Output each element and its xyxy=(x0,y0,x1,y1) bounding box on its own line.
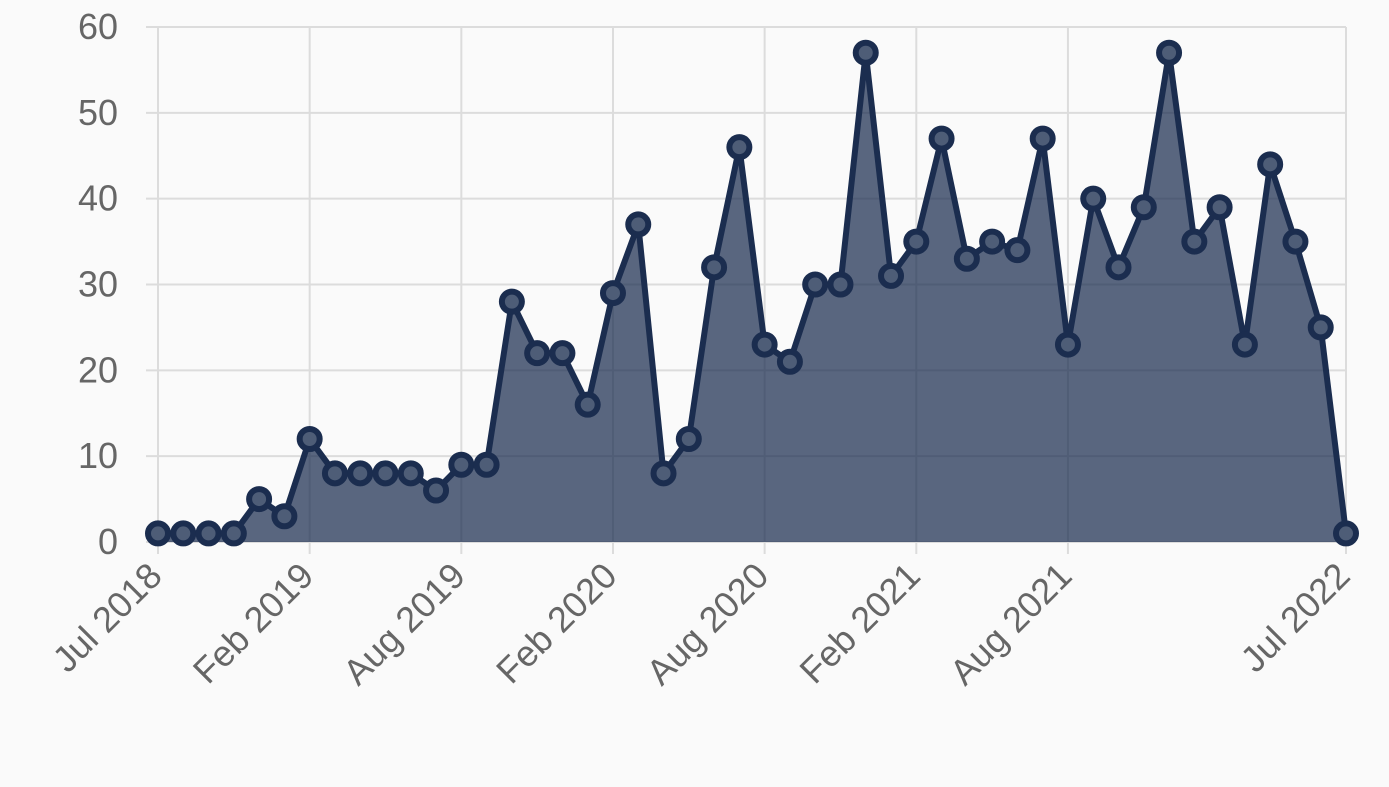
point xyxy=(321,460,348,487)
x-tick-label: Jul 2018 xyxy=(44,555,169,680)
point xyxy=(473,451,500,478)
point xyxy=(220,520,247,547)
point xyxy=(650,460,677,487)
y-tick-label: 20 xyxy=(78,349,118,390)
point xyxy=(1080,185,1107,212)
point xyxy=(979,228,1006,255)
point xyxy=(928,125,955,152)
y-tick-label: 10 xyxy=(78,435,118,476)
y-tick-label: 30 xyxy=(78,264,118,305)
x-tick-label: Jul 2022 xyxy=(1232,555,1357,680)
point xyxy=(574,391,601,418)
x-tick-label: Feb 2021 xyxy=(791,555,928,692)
point xyxy=(1105,254,1132,281)
point xyxy=(246,486,273,513)
point xyxy=(878,262,905,289)
point xyxy=(675,426,702,452)
y-tick-label: 50 xyxy=(78,92,118,133)
point xyxy=(599,280,626,307)
point xyxy=(271,503,298,530)
point xyxy=(195,520,222,547)
point xyxy=(549,340,576,367)
point xyxy=(1206,194,1233,221)
point xyxy=(1004,237,1031,264)
point xyxy=(776,348,803,375)
point xyxy=(903,228,930,255)
x-tick-label: Aug 2021 xyxy=(942,555,1080,693)
point xyxy=(852,39,879,66)
point xyxy=(1333,520,1359,547)
point xyxy=(296,426,323,452)
x-tick-label: Aug 2019 xyxy=(335,555,473,693)
point xyxy=(1181,228,1208,255)
point xyxy=(827,271,854,298)
point xyxy=(1054,331,1081,358)
point xyxy=(751,331,778,358)
point xyxy=(524,340,551,367)
point xyxy=(1130,194,1157,221)
point xyxy=(347,460,374,487)
y-tick-label: 40 xyxy=(78,178,118,219)
point xyxy=(372,460,399,487)
point xyxy=(397,460,424,487)
y-tick-label: 60 xyxy=(78,6,118,47)
point xyxy=(1282,228,1309,255)
point xyxy=(448,451,475,478)
point xyxy=(802,271,829,298)
y-tick-label: 0 xyxy=(98,521,118,562)
point xyxy=(1156,39,1183,66)
point xyxy=(701,254,728,281)
point xyxy=(1231,331,1258,358)
point xyxy=(726,134,753,161)
x-tick-label: Aug 2020 xyxy=(638,555,776,693)
point xyxy=(145,520,171,547)
point xyxy=(1029,125,1056,152)
point xyxy=(498,288,525,315)
point xyxy=(423,477,450,504)
point xyxy=(953,245,980,272)
point xyxy=(170,520,197,547)
point xyxy=(625,211,652,238)
point xyxy=(1307,314,1334,341)
x-tick-label: Feb 2020 xyxy=(488,555,625,692)
area xyxy=(158,52,1346,542)
point xyxy=(1257,151,1284,178)
x-tick-label: Feb 2019 xyxy=(185,555,322,692)
